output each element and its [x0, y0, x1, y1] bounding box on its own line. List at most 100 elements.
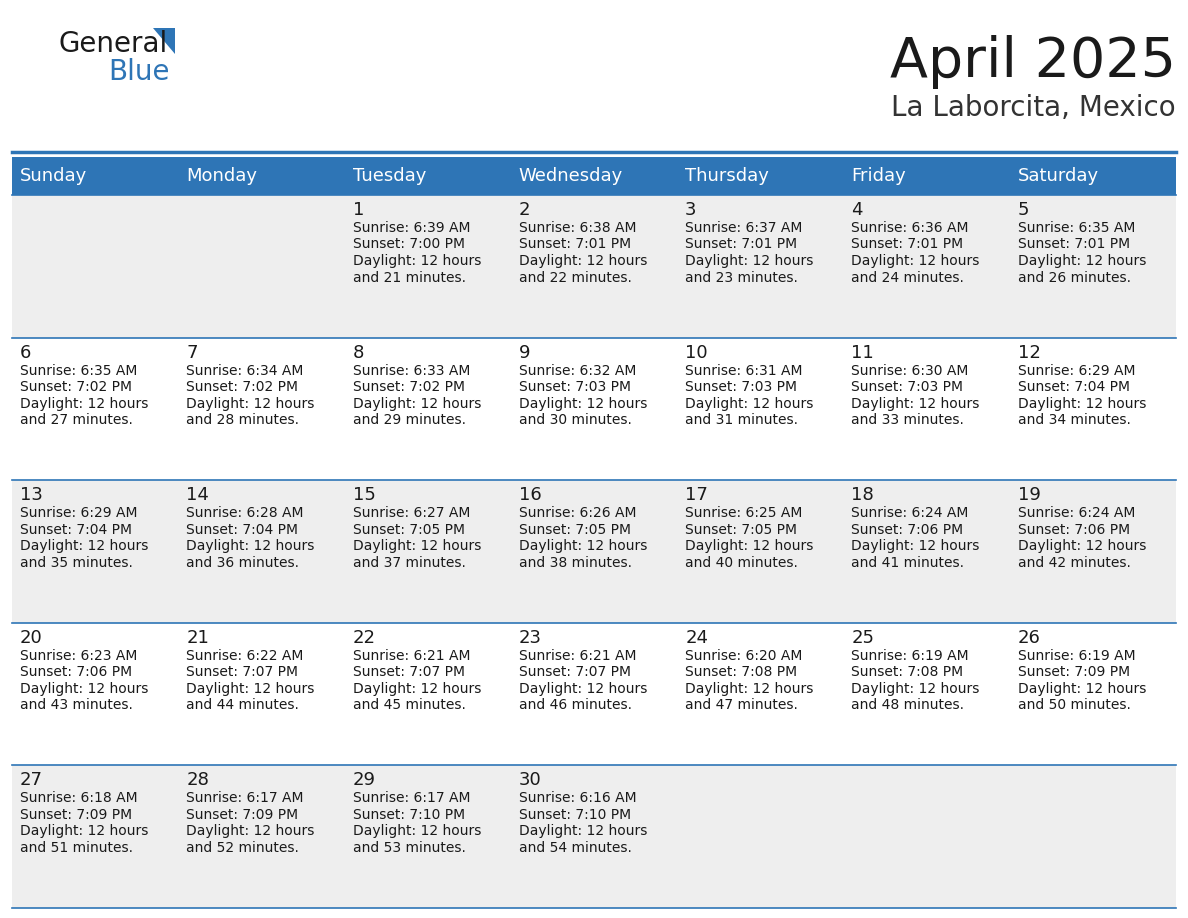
Text: Sunrise: 6:29 AM: Sunrise: 6:29 AM — [20, 506, 138, 521]
Text: and 48 minutes.: and 48 minutes. — [852, 699, 965, 712]
Text: Daylight: 12 hours: Daylight: 12 hours — [20, 539, 148, 554]
Text: Sunrise: 6:24 AM: Sunrise: 6:24 AM — [1018, 506, 1135, 521]
Text: 23: 23 — [519, 629, 542, 647]
Text: Tuesday: Tuesday — [353, 167, 426, 185]
Bar — [511, 157, 677, 195]
Bar — [677, 157, 843, 195]
Text: April 2025: April 2025 — [890, 35, 1176, 89]
Text: Sunrise: 6:18 AM: Sunrise: 6:18 AM — [20, 791, 138, 805]
Bar — [1010, 157, 1176, 195]
Text: Sunrise: 6:20 AM: Sunrise: 6:20 AM — [685, 649, 803, 663]
Text: Daylight: 12 hours: Daylight: 12 hours — [353, 539, 481, 554]
Text: Daylight: 12 hours: Daylight: 12 hours — [852, 682, 980, 696]
Text: Sunset: 7:07 PM: Sunset: 7:07 PM — [353, 666, 465, 679]
Text: Blue: Blue — [108, 58, 170, 86]
Text: Saturday: Saturday — [1018, 167, 1099, 185]
Text: Sunrise: 6:27 AM: Sunrise: 6:27 AM — [353, 506, 470, 521]
Text: and 23 minutes.: and 23 minutes. — [685, 271, 798, 285]
Text: Sunset: 7:01 PM: Sunset: 7:01 PM — [1018, 238, 1130, 252]
Text: Daylight: 12 hours: Daylight: 12 hours — [1018, 397, 1146, 410]
Text: Daylight: 12 hours: Daylight: 12 hours — [353, 397, 481, 410]
Text: Daylight: 12 hours: Daylight: 12 hours — [852, 539, 980, 554]
Text: Sunset: 7:05 PM: Sunset: 7:05 PM — [353, 522, 465, 537]
Text: Sunset: 7:02 PM: Sunset: 7:02 PM — [353, 380, 465, 394]
Text: and 46 minutes.: and 46 minutes. — [519, 699, 632, 712]
Text: and 35 minutes.: and 35 minutes. — [20, 555, 133, 570]
Text: 1: 1 — [353, 201, 364, 219]
Text: Daylight: 12 hours: Daylight: 12 hours — [187, 824, 315, 838]
Text: and 42 minutes.: and 42 minutes. — [1018, 555, 1131, 570]
Text: Sunset: 7:09 PM: Sunset: 7:09 PM — [1018, 666, 1130, 679]
Text: Sunset: 7:07 PM: Sunset: 7:07 PM — [519, 666, 631, 679]
Text: 29: 29 — [353, 771, 375, 789]
Text: Sunday: Sunday — [20, 167, 87, 185]
Text: La Laborcita, Mexico: La Laborcita, Mexico — [891, 94, 1176, 122]
Bar — [178, 157, 345, 195]
Text: and 26 minutes.: and 26 minutes. — [1018, 271, 1131, 285]
Text: Daylight: 12 hours: Daylight: 12 hours — [187, 682, 315, 696]
Text: 8: 8 — [353, 343, 364, 362]
Text: Sunset: 7:09 PM: Sunset: 7:09 PM — [187, 808, 298, 822]
Text: and 29 minutes.: and 29 minutes. — [353, 413, 466, 427]
Text: Sunset: 7:03 PM: Sunset: 7:03 PM — [519, 380, 631, 394]
Text: 25: 25 — [852, 629, 874, 647]
Text: Sunset: 7:00 PM: Sunset: 7:00 PM — [353, 238, 465, 252]
Bar — [12, 766, 1176, 908]
Text: and 34 minutes.: and 34 minutes. — [1018, 413, 1131, 427]
Text: Daylight: 12 hours: Daylight: 12 hours — [519, 824, 647, 838]
Text: Sunset: 7:10 PM: Sunset: 7:10 PM — [519, 808, 631, 822]
Text: Sunrise: 6:38 AM: Sunrise: 6:38 AM — [519, 221, 637, 235]
Text: 12: 12 — [1018, 343, 1041, 362]
Text: Sunrise: 6:32 AM: Sunrise: 6:32 AM — [519, 364, 637, 377]
Text: 19: 19 — [1018, 487, 1041, 504]
Bar — [12, 622, 1176, 766]
Text: Daylight: 12 hours: Daylight: 12 hours — [353, 824, 481, 838]
Text: Sunrise: 6:29 AM: Sunrise: 6:29 AM — [1018, 364, 1136, 377]
Text: Daylight: 12 hours: Daylight: 12 hours — [519, 254, 647, 268]
Text: 16: 16 — [519, 487, 542, 504]
Text: and 33 minutes.: and 33 minutes. — [852, 413, 965, 427]
Text: and 37 minutes.: and 37 minutes. — [353, 555, 466, 570]
Text: and 45 minutes.: and 45 minutes. — [353, 699, 466, 712]
Text: Sunrise: 6:24 AM: Sunrise: 6:24 AM — [852, 506, 968, 521]
Text: and 21 minutes.: and 21 minutes. — [353, 271, 466, 285]
Text: 11: 11 — [852, 343, 874, 362]
Text: Sunrise: 6:16 AM: Sunrise: 6:16 AM — [519, 791, 637, 805]
Text: Daylight: 12 hours: Daylight: 12 hours — [187, 539, 315, 554]
Text: Sunset: 7:04 PM: Sunset: 7:04 PM — [1018, 380, 1130, 394]
Text: Sunset: 7:10 PM: Sunset: 7:10 PM — [353, 808, 465, 822]
Bar — [12, 338, 1176, 480]
Text: Sunrise: 6:19 AM: Sunrise: 6:19 AM — [1018, 649, 1136, 663]
Text: Sunset: 7:06 PM: Sunset: 7:06 PM — [20, 666, 132, 679]
Text: and 41 minutes.: and 41 minutes. — [852, 555, 965, 570]
Text: and 51 minutes.: and 51 minutes. — [20, 841, 133, 855]
Text: 17: 17 — [685, 487, 708, 504]
Text: Sunset: 7:09 PM: Sunset: 7:09 PM — [20, 808, 132, 822]
Text: Sunrise: 6:30 AM: Sunrise: 6:30 AM — [852, 364, 968, 377]
Text: Daylight: 12 hours: Daylight: 12 hours — [353, 682, 481, 696]
Text: Sunrise: 6:35 AM: Sunrise: 6:35 AM — [20, 364, 138, 377]
Text: Sunset: 7:01 PM: Sunset: 7:01 PM — [519, 238, 631, 252]
Text: Sunset: 7:05 PM: Sunset: 7:05 PM — [685, 522, 797, 537]
Text: Sunrise: 6:26 AM: Sunrise: 6:26 AM — [519, 506, 637, 521]
Text: Wednesday: Wednesday — [519, 167, 624, 185]
Text: 2: 2 — [519, 201, 530, 219]
Text: Daylight: 12 hours: Daylight: 12 hours — [353, 254, 481, 268]
Text: 5: 5 — [1018, 201, 1029, 219]
Text: Sunrise: 6:22 AM: Sunrise: 6:22 AM — [187, 649, 304, 663]
Bar — [843, 157, 1010, 195]
Text: 4: 4 — [852, 201, 862, 219]
Text: Sunset: 7:07 PM: Sunset: 7:07 PM — [187, 666, 298, 679]
Bar — [12, 195, 1176, 338]
Text: Sunrise: 6:17 AM: Sunrise: 6:17 AM — [353, 791, 470, 805]
Text: Sunrise: 6:19 AM: Sunrise: 6:19 AM — [852, 649, 969, 663]
Text: Sunset: 7:03 PM: Sunset: 7:03 PM — [685, 380, 797, 394]
Text: Sunrise: 6:21 AM: Sunrise: 6:21 AM — [353, 649, 470, 663]
Text: and 40 minutes.: and 40 minutes. — [685, 555, 798, 570]
Text: and 31 minutes.: and 31 minutes. — [685, 413, 798, 427]
Text: 9: 9 — [519, 343, 530, 362]
Text: Sunset: 7:04 PM: Sunset: 7:04 PM — [20, 522, 132, 537]
Text: and 43 minutes.: and 43 minutes. — [20, 699, 133, 712]
Text: Daylight: 12 hours: Daylight: 12 hours — [519, 397, 647, 410]
Text: Sunrise: 6:25 AM: Sunrise: 6:25 AM — [685, 506, 803, 521]
